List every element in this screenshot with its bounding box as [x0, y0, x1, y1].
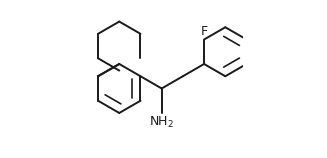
Text: NH$_2$: NH$_2$: [149, 115, 174, 130]
Text: F: F: [200, 25, 208, 38]
